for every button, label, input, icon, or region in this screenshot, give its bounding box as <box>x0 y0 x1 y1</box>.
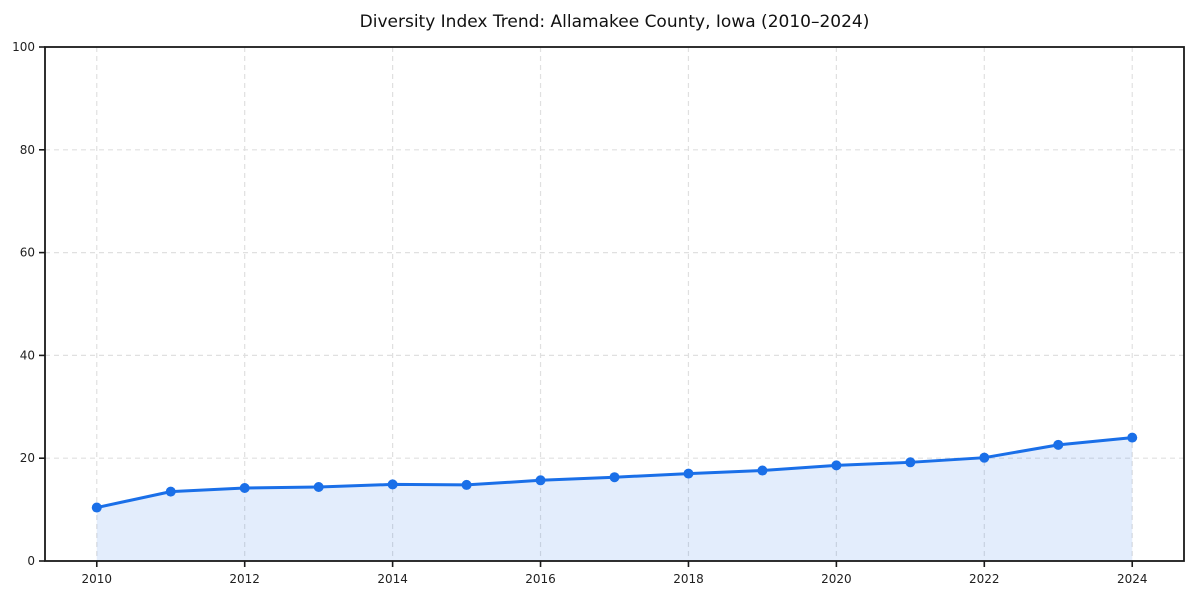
data-point <box>1127 432 1138 443</box>
x-tick-label: 2010 <box>81 572 112 586</box>
x-tick-label: 2022 <box>969 572 1000 586</box>
data-point <box>1053 439 1064 450</box>
y-tick-label: 80 <box>20 143 35 157</box>
data-point <box>609 472 620 483</box>
data-points <box>91 432 1138 513</box>
x-tick-label: 2020 <box>821 572 852 586</box>
area-fill <box>96 437 1133 561</box>
data-point <box>831 460 842 471</box>
data-point <box>239 483 250 494</box>
chart-title: Diversity Index Trend: Allamakee County,… <box>359 12 870 32</box>
y-tick-label: 100 <box>12 40 35 54</box>
data-point <box>757 465 768 476</box>
x-tick-label: 2012 <box>229 572 260 586</box>
data-point <box>91 502 102 513</box>
y-tick-label: 0 <box>27 554 35 568</box>
data-point <box>683 468 694 479</box>
y-tick-label: 40 <box>20 348 35 362</box>
y-tick-label: 60 <box>20 246 35 260</box>
x-tick-label: 2024 <box>1117 572 1148 586</box>
data-point <box>313 481 324 492</box>
data-point <box>387 479 398 490</box>
data-point <box>165 486 176 497</box>
x-tick-label: 2018 <box>673 572 704 586</box>
axis-ticks: 0 20 40 60 80 100 2010 2012 2014 2016 2018 2020 2022… <box>12 40 1147 586</box>
data-point <box>979 452 990 463</box>
data-point <box>905 457 916 468</box>
data-point <box>461 479 472 490</box>
plot-border <box>44 46 1185 562</box>
y-tick-label: 20 <box>20 451 35 465</box>
x-tick-label: 2014 <box>377 572 408 586</box>
data-point <box>535 475 546 486</box>
x-tick-label: 2016 <box>525 572 556 586</box>
